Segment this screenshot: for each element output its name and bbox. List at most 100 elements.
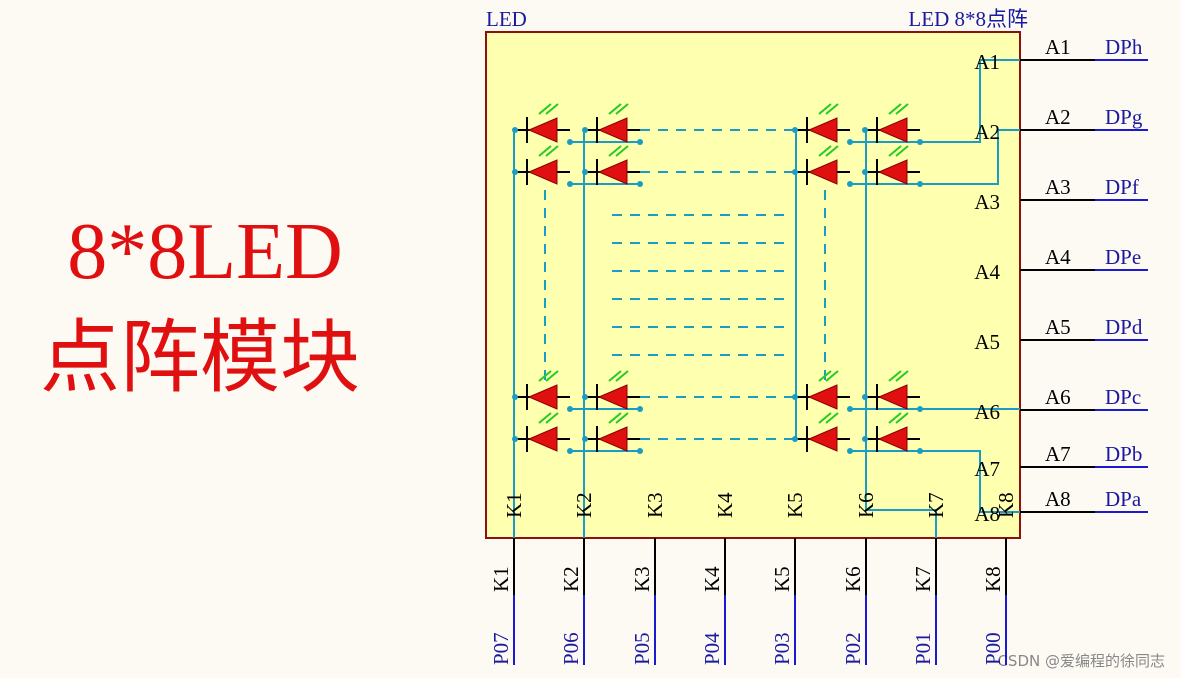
junction — [582, 169, 588, 175]
junction — [792, 436, 798, 442]
wire — [922, 59, 1020, 143]
led-arrow — [818, 412, 832, 424]
led-arrow — [895, 103, 909, 115]
led-arrow — [895, 412, 909, 424]
led-arrow — [888, 370, 902, 382]
net-label: DPa — [1105, 487, 1142, 511]
pin-number: A4 — [1045, 245, 1071, 269]
led-arrow — [825, 370, 839, 382]
led — [807, 159, 838, 185]
pin-number: K6 — [841, 566, 865, 592]
led-arrow — [538, 412, 552, 424]
pin-name: A2 — [974, 120, 1000, 144]
pin-number: K1 — [489, 566, 513, 592]
net-label: DPg — [1105, 105, 1143, 129]
title-line2: 点阵模块 — [40, 315, 360, 403]
junction — [512, 127, 518, 133]
pin-name: K7 — [924, 492, 948, 518]
pin-number: K3 — [630, 566, 654, 592]
pin-number: A1 — [1045, 35, 1071, 59]
junction — [637, 139, 643, 145]
junction — [567, 139, 573, 145]
net-label: P05 — [630, 632, 654, 665]
led — [807, 384, 838, 410]
junction — [847, 139, 853, 145]
junction — [582, 127, 588, 133]
led — [597, 159, 628, 185]
pin-number: A6 — [1045, 385, 1071, 409]
junction — [637, 406, 643, 412]
net-label: P02 — [841, 632, 865, 665]
net-label: DPd — [1105, 315, 1143, 339]
junction — [917, 181, 923, 187]
wire — [922, 450, 1020, 513]
pin-number: K8 — [981, 566, 1005, 592]
led-arrow — [615, 145, 629, 157]
led-arrow — [825, 145, 839, 157]
led-arrow — [615, 412, 629, 424]
pin-name: K2 — [572, 492, 596, 518]
net-label: DPh — [1105, 35, 1143, 59]
junction — [917, 406, 923, 412]
pin-name: K1 — [502, 492, 526, 518]
net-label: DPf — [1105, 175, 1139, 199]
pin-name: A5 — [974, 330, 1000, 354]
net-label: DPc — [1105, 385, 1141, 409]
led — [877, 384, 908, 410]
led — [527, 159, 558, 185]
led-arrow — [818, 103, 832, 115]
junction — [847, 448, 853, 454]
junction — [512, 436, 518, 442]
net-label: P07 — [489, 632, 513, 665]
led — [527, 117, 558, 143]
led-arrow — [895, 145, 909, 157]
led — [527, 384, 558, 410]
junction — [512, 394, 518, 400]
pin-number: A3 — [1045, 175, 1071, 199]
led-arrow — [825, 412, 839, 424]
pin-number: A7 — [1045, 442, 1071, 466]
led-arrow — [608, 103, 622, 115]
junction — [567, 181, 573, 187]
title-line1: 8*8LED — [67, 208, 343, 296]
junction — [512, 169, 518, 175]
junction — [862, 127, 868, 133]
junction — [862, 436, 868, 442]
pin-number: A5 — [1045, 315, 1071, 339]
led — [877, 117, 908, 143]
drawing: A1 A1 DPh A2 A2 DPg A3 A3 DPf A4 A4 DPe A5 A5 DPd A6 A6 D… — [489, 35, 1148, 665]
pin-name: K8 — [994, 492, 1018, 518]
junction — [637, 448, 643, 454]
pin-number: A8 — [1045, 487, 1071, 511]
led — [807, 117, 838, 143]
junction — [792, 169, 798, 175]
junction — [582, 436, 588, 442]
watermark: CSDN @爱编程的徐同志 — [997, 652, 1165, 670]
led — [527, 426, 558, 452]
pin-number: K7 — [911, 566, 935, 592]
designator: LED — [486, 7, 527, 31]
led-arrow — [825, 103, 839, 115]
pin-number: K2 — [559, 566, 583, 592]
pin-name: K3 — [643, 492, 667, 518]
junction — [847, 181, 853, 187]
pin-name: A7 — [974, 457, 1000, 481]
junction — [862, 394, 868, 400]
led-arrow — [888, 145, 902, 157]
led-arrow — [888, 103, 902, 115]
net-label: P06 — [559, 632, 583, 665]
junction — [637, 181, 643, 187]
junction — [917, 448, 923, 454]
net-label: P01 — [911, 632, 935, 665]
pin-name: A4 — [974, 260, 1000, 284]
led-arrow — [615, 103, 629, 115]
led-arrow — [888, 412, 902, 424]
led — [877, 426, 908, 452]
led-arrow — [608, 370, 622, 382]
led — [597, 384, 628, 410]
led-arrow — [895, 370, 909, 382]
led-arrow — [545, 412, 559, 424]
junction — [567, 448, 573, 454]
pin-name: A3 — [974, 190, 1000, 214]
